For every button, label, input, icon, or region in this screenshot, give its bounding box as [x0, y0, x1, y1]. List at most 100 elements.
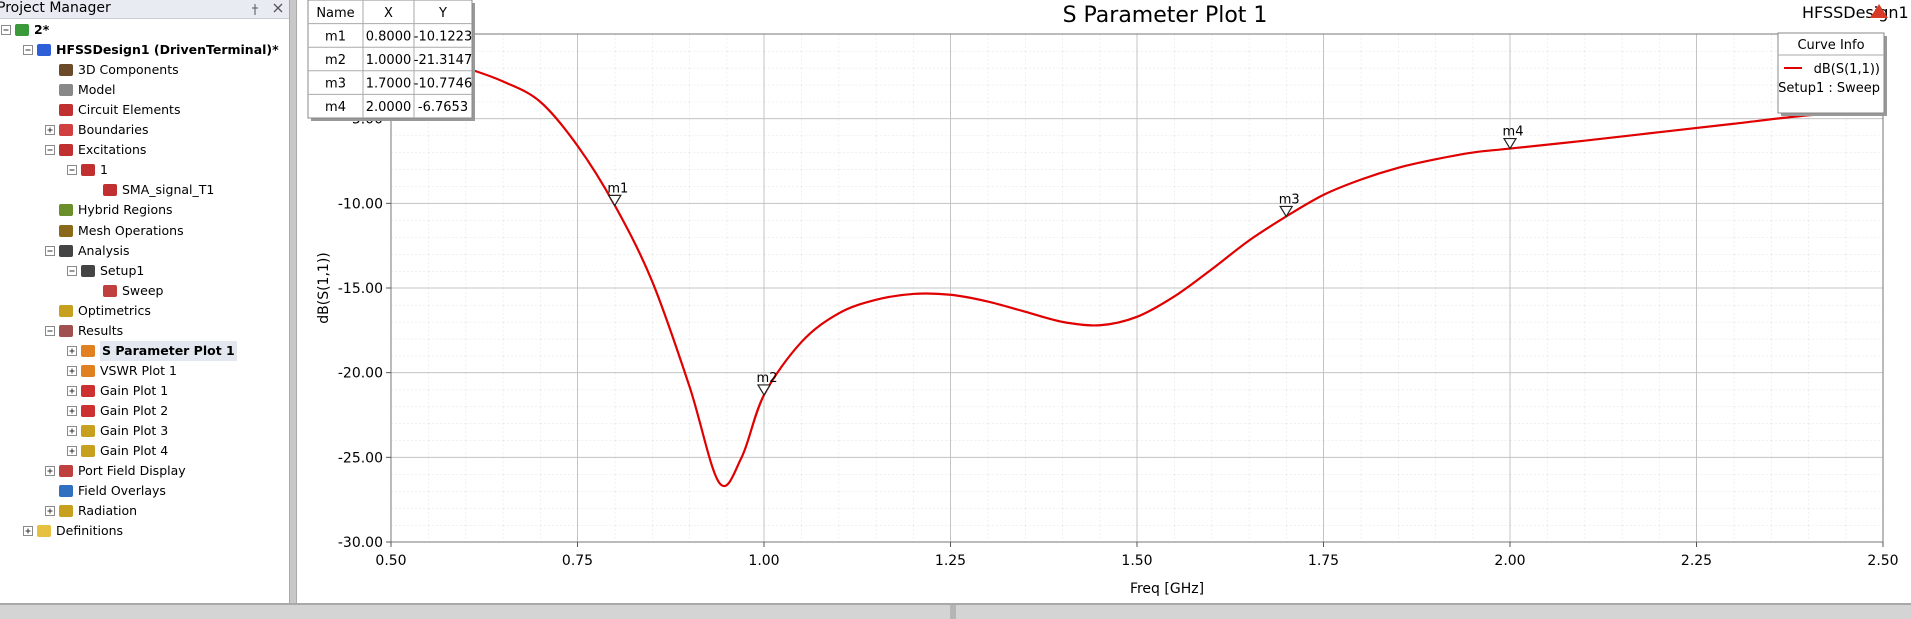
table-cell: 2.0000: [366, 100, 412, 115]
tree-node[interactable]: Circuit Elements: [78, 102, 181, 118]
tree-toggle[interactable]: [67, 405, 77, 416]
tree-toggle[interactable]: [67, 165, 77, 176]
tree-toggle[interactable]: [45, 245, 55, 256]
tree-icon: [103, 184, 117, 197]
table-cell: 1.7000: [366, 77, 412, 92]
tree-toggle[interactable]: [67, 345, 77, 356]
x-tick-label: 1.25: [935, 553, 966, 569]
tree-toggle[interactable]: [67, 446, 77, 457]
table-bg: [307, 0, 473, 119]
tree-toggle[interactable]: [67, 385, 77, 396]
tree-node[interactable]: SMA_signal_T1: [122, 182, 215, 198]
ansys-logo: [1870, 4, 1888, 18]
tree-toggle[interactable]: [45, 466, 55, 477]
marker-name: m1: [607, 181, 628, 196]
tree-node[interactable]: Excitations: [78, 142, 147, 158]
tree-node[interactable]: Hybrid Regions: [78, 202, 173, 218]
tree-node[interactable]: Gain Plot 4: [100, 443, 169, 459]
tree-node[interactable]: S Parameter Plot 1: [100, 340, 237, 361]
curve: [391, 49, 1883, 487]
splitter[interactable]: [289, 0, 297, 603]
tree-node[interactable]: Sweep: [122, 282, 164, 298]
tree-node[interactable]: Radiation: [78, 503, 138, 519]
tree-icon: [103, 284, 117, 297]
tree-icon: [59, 324, 73, 337]
tree-toggle[interactable]: [1, 25, 11, 35]
project-manager: Project Manager 2* HFSSDesign1 (DrivenTer…: [0, 0, 289, 603]
tree-icon: [59, 224, 73, 237]
table-cell: m3: [325, 77, 346, 92]
tree-node[interactable]: Gain Plot 3: [100, 423, 169, 438]
tree-node[interactable]: Setup1: [100, 262, 145, 278]
panel-buttons[interactable]: [247, 1, 287, 17]
table-cell: -21.3147: [414, 53, 472, 68]
x-tick-label: 2.50: [1867, 553, 1898, 569]
tree-icon: [59, 64, 73, 77]
table-cell: m4: [325, 100, 346, 115]
tree-toggle[interactable]: [45, 145, 55, 156]
tree-icon: [59, 124, 73, 137]
tree-icon: [59, 304, 73, 317]
x-tick-label: 1.75: [1308, 553, 1339, 569]
tree-icon: [59, 204, 73, 217]
tree-node[interactable]: Gain Plot 2: [100, 402, 169, 418]
legend-title: Curve Info: [1797, 38, 1864, 53]
x-tick-label: 2.00: [1494, 553, 1525, 569]
tree-toggle[interactable]: [67, 426, 77, 436]
table-cell: m2: [325, 53, 346, 68]
panel-header: Project Manager: [0, 0, 289, 19]
table-header: Y: [438, 6, 447, 21]
tree-node[interactable]: 3D Components: [78, 62, 179, 78]
marker-table: Name X Ym1 0.8000 -10.1223 m2 1.0000 -21.3147 m3…: [307, 0, 475, 121]
design-name: HFSSDesign1: [1802, 3, 1909, 22]
tree-node[interactable]: Port Field Display: [78, 463, 186, 479]
panel-title: Project Manager: [0, 0, 111, 16]
tree-node[interactable]: HFSSDesign1 (DrivenTerminal)*: [56, 42, 279, 58]
tree-icon: [37, 44, 51, 57]
tree-icon: [81, 445, 95, 458]
tree-node[interactable]: Boundaries: [78, 122, 149, 138]
tree-node[interactable]: Mesh Operations: [78, 222, 184, 238]
legend-box: [1777, 32, 1885, 114]
tree-node[interactable]: Analysis: [78, 242, 130, 258]
tree-node[interactable]: Gain Plot 1: [100, 382, 169, 398]
y-tick-label: -30.00: [338, 535, 383, 551]
tree-toggle[interactable]: [45, 506, 55, 517]
tree-node[interactable]: Field Overlays: [78, 483, 166, 499]
tree-toggle[interactable]: [23, 45, 33, 56]
table-cell: m1: [325, 29, 346, 44]
tree-icon: [59, 104, 73, 117]
tree-icon: [59, 144, 73, 157]
tree-node[interactable]: Results: [78, 322, 124, 338]
tree-icon: [81, 164, 95, 177]
tree-icon: [59, 485, 73, 498]
marker-name: m2: [757, 371, 778, 386]
tree-node[interactable]: Optimetrics: [78, 302, 151, 318]
tree-toggle[interactable]: [23, 526, 33, 537]
tree-node[interactable]: 2*: [34, 22, 50, 37]
table-cell: -6.7653: [418, 100, 468, 115]
tree-icon: [81, 425, 95, 437]
x-tick-label: 0.75: [562, 553, 593, 569]
tree-node[interactable]: Model: [78, 82, 116, 98]
tree-toggle[interactable]: [45, 325, 55, 336]
x-tick-label: 0.50: [375, 553, 406, 569]
x-tick-label: 1.00: [748, 553, 779, 569]
table-cell: -10.7746: [414, 77, 472, 92]
y-tick-label: -15.00: [338, 281, 383, 297]
legend-subtitle: Setup1 : Sweep: [1778, 81, 1880, 96]
marker: [1502, 137, 1518, 150]
tree-node[interactable]: 1: [100, 162, 108, 178]
table-header: X: [384, 6, 393, 21]
marker: [607, 194, 622, 207]
tree-toggle[interactable]: [45, 125, 55, 136]
tree-node[interactable]: VSWR Plot 1: [100, 362, 177, 378]
plot-window: S Parameter Plot 1 HFSSDesign1 0.50 0.75 1.0…: [297, 0, 1911, 603]
splitter: [950, 605, 956, 619]
y-axis-label: dB(S(1,1)): [316, 252, 332, 324]
bottom-panels: [0, 603, 1911, 619]
tree-toggle[interactable]: [67, 365, 77, 376]
tree-node[interactable]: Definitions: [56, 523, 124, 539]
tree-toggle[interactable]: [67, 265, 77, 276]
